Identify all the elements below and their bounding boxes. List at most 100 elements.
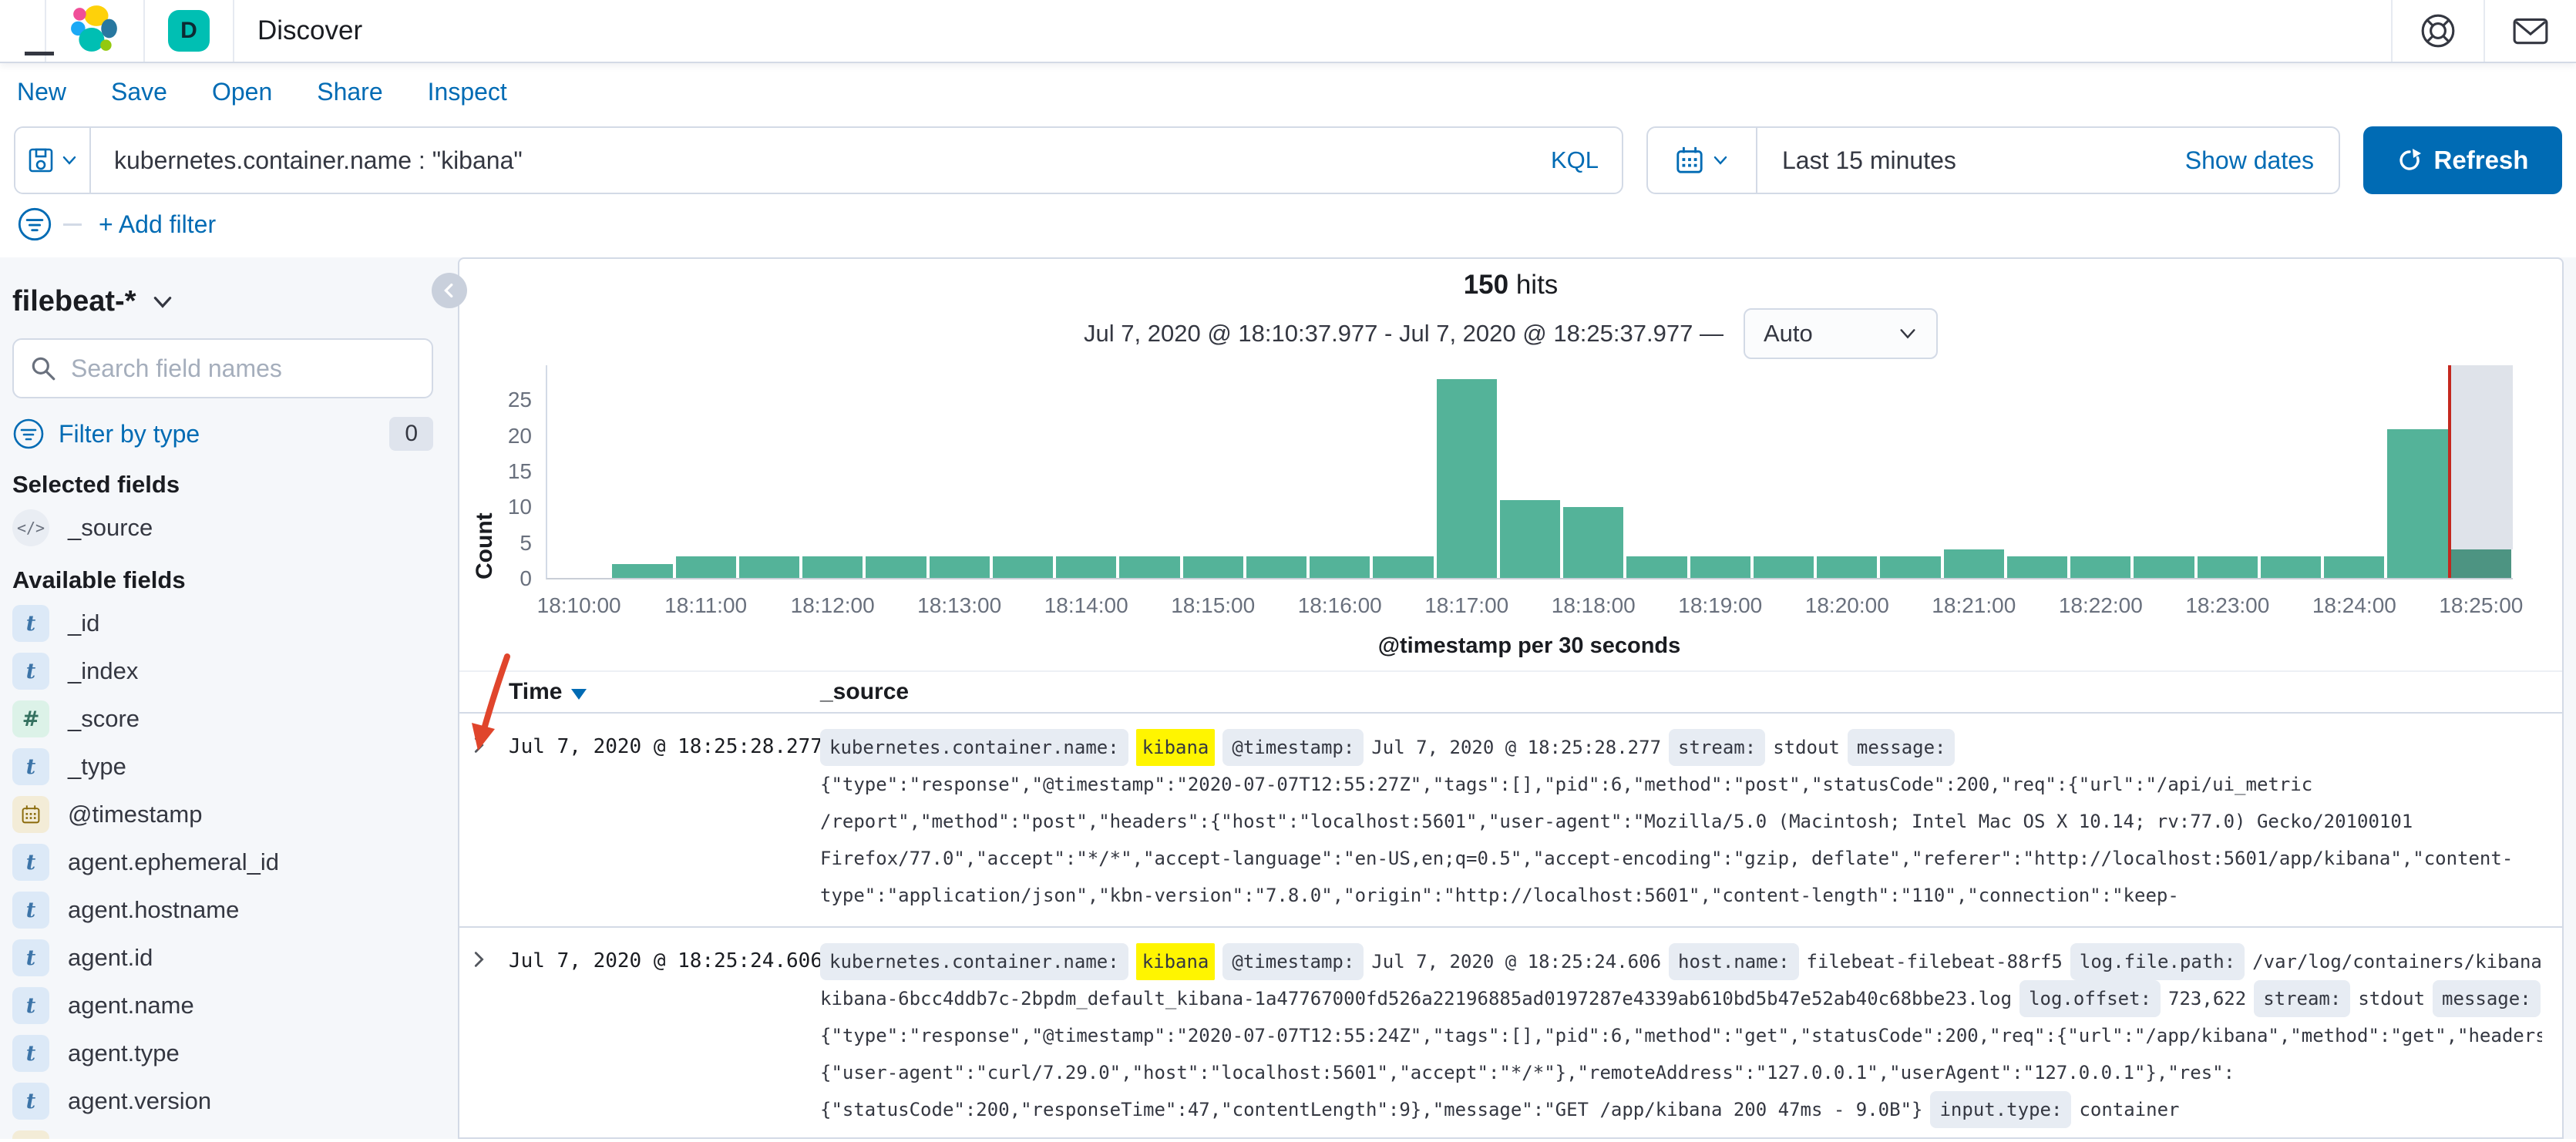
histogram-bar-18:20:30[interactable]	[1878, 556, 1942, 578]
source-text: {"statusCode":200,"responseTime":47,"con…	[820, 1099, 1923, 1120]
string-type-icon: t	[12, 939, 49, 976]
space-avatar[interactable]: D	[168, 10, 210, 52]
histogram-bar-18:15:00[interactable]	[1181, 556, 1245, 578]
expand-row-button[interactable]	[459, 943, 509, 1128]
doc-timestamp: Jul 7, 2020 @ 18:25:24.606	[509, 949, 822, 972]
search-query-input[interactable]: kubernetes.container.name : "kibana"	[114, 146, 523, 174]
histogram-bar-18:15:30[interactable]	[1244, 556, 1309, 578]
x-tick-label: 18:11:00	[664, 593, 748, 617]
saved-query-menu-button[interactable]	[15, 128, 91, 193]
nav-link-save[interactable]: Save	[111, 77, 167, 106]
refresh-button[interactable]: Refresh	[2363, 126, 2562, 194]
histogram-bar-18:16:00[interactable]	[1308, 556, 1372, 578]
histogram-bar-18:24:30[interactable]	[2386, 428, 2450, 578]
chevron-right-icon	[474, 952, 484, 967]
histogram-bar-18:25:00[interactable]	[2449, 549, 2513, 578]
histogram-bar-18:12:00[interactable]	[801, 556, 865, 578]
mail-icon[interactable]	[2485, 0, 2576, 62]
x-tick-label: 18:17:00	[1424, 593, 1509, 617]
interval-select[interactable]: Auto	[1743, 308, 1938, 359]
field-name: _id	[68, 610, 100, 636]
histogram-bar-18:13:30[interactable]	[990, 556, 1055, 578]
nav-link-share[interactable]: Share	[317, 77, 383, 106]
nav-link-new[interactable]: New	[17, 77, 67, 106]
field-search-input[interactable]	[69, 353, 416, 384]
histogram-bar-18:21:00[interactable]	[1942, 549, 2006, 578]
histogram-bar-18:20:00[interactable]	[1815, 556, 1879, 578]
expand-row-button[interactable]	[459, 729, 509, 914]
histogram-bar-18:22:30[interactable]	[2132, 556, 2196, 578]
source-text: {"type":"response","@timestamp":"2020-07…	[820, 774, 2313, 795]
histogram-bar-18:14:30[interactable]	[1118, 556, 1182, 578]
field-item-agent.ephemeral_id[interactable]: t agent.ephemeral_id	[12, 844, 433, 881]
query-language-button[interactable]: KQL	[1550, 146, 1599, 173]
field-name: _type	[68, 753, 126, 780]
field-item-agent.id[interactable]: t agent.id	[12, 939, 433, 976]
field-item-agent.hostname[interactable]: t agent.hostname	[12, 892, 433, 929]
histogram-bar-18:18:30[interactable]	[1625, 556, 1689, 578]
date-type-icon	[12, 796, 49, 833]
hits-count: 150	[1463, 270, 1509, 300]
date-picker: Last 15 minutes Show dates	[1646, 126, 2340, 194]
field-name-badge: log.file.path:	[2070, 943, 2245, 980]
histogram-bar-18:13:00[interactable]	[927, 556, 991, 578]
help-icon[interactable]	[2393, 0, 2484, 62]
fields-sidebar: filebeat-* Filter by type 0 Selected fie…	[0, 257, 456, 1139]
nav-link-open[interactable]: Open	[211, 77, 273, 106]
histogram-bar-18:11:00[interactable]	[674, 556, 738, 578]
field-name: aws.cloudtrail.user_identity.s...	[68, 1135, 392, 1139]
histogram-bar-18:17:00[interactable]	[1434, 379, 1498, 578]
divider	[233, 0, 234, 62]
histogram-bar-18:11:30[interactable]	[737, 556, 802, 578]
histogram-bar-18:23:00[interactable]	[2195, 556, 2259, 578]
y-tick-label: 25	[507, 388, 532, 412]
field-item-_type[interactable]: t _type	[12, 748, 433, 785]
histogram-bar-18:18:00[interactable]	[1562, 507, 1626, 578]
string-type-icon: t	[12, 844, 49, 881]
histogram-bar-18:12:30[interactable]	[864, 556, 928, 578]
field-item-@timestamp[interactable]: @timestamp	[12, 796, 433, 833]
field-name: @timestamp	[68, 801, 203, 828]
chevron-down-icon	[1713, 156, 1727, 165]
filter-icon[interactable]	[17, 207, 52, 242]
field-item-agent.type[interactable]: t agent.type	[12, 1035, 433, 1072]
divider	[63, 223, 82, 226]
elastic-logo-icon[interactable]	[69, 4, 120, 59]
histogram-bar-18:19:00[interactable]	[1688, 556, 1752, 578]
x-tick-label: 18:13:00	[917, 593, 1002, 617]
histogram-bar-18:24:00[interactable]	[2322, 556, 2386, 578]
query-input-box: kubernetes.container.name : "kibana" KQL	[14, 126, 1623, 194]
refresh-icon	[2399, 149, 2421, 170]
time-range-display[interactable]: Last 15 minutes	[1782, 146, 1956, 174]
date-quick-select-button[interactable]	[1648, 128, 1757, 193]
field-item-aws.cloudtrail.user_identity.s...[interactable]: aws.cloudtrail.user_identity.s...	[12, 1130, 433, 1139]
highlighted-term: kibana	[1135, 943, 1216, 980]
histogram-bar-18:10:30[interactable]	[610, 563, 674, 578]
histogram-bar-18:14:00[interactable]	[1054, 556, 1118, 578]
histogram-bar-18:16:30[interactable]	[1371, 556, 1435, 578]
index-pattern-selector[interactable]: filebeat-*	[12, 285, 433, 318]
field-item-agent.name[interactable]: t agent.name	[12, 987, 433, 1024]
field-item-_source[interactable]: </> _source	[12, 509, 433, 546]
time-column-header[interactable]: Time	[509, 679, 820, 705]
collapse-sidebar-button[interactable]	[432, 273, 467, 308]
source-type-icon: </>	[12, 509, 49, 546]
filter-by-type-button[interactable]: Filter by type	[59, 419, 200, 448]
histogram-bar-18:23:30[interactable]	[2258, 556, 2323, 578]
histogram-bar-18:21:30[interactable]	[2005, 556, 2070, 578]
show-dates-button[interactable]: Show dates	[2184, 146, 2314, 174]
add-filter-button[interactable]: + Add filter	[99, 210, 217, 238]
chevron-down-icon	[154, 296, 172, 308]
field-item-_score[interactable]: # _score	[12, 700, 433, 737]
histogram-bar-18:17:30[interactable]	[1498, 499, 1562, 578]
divider	[45, 0, 46, 62]
field-item-_id[interactable]: t _id	[12, 605, 433, 642]
doc-source: kubernetes.container.name: kibana @timesta…	[820, 943, 2542, 1128]
nav-link-inspect[interactable]: Inspect	[427, 77, 507, 106]
field-item-agent.version[interactable]: t agent.version	[12, 1083, 433, 1120]
source-text: {"user-agent":"curl/7.29.0","host":"loca…	[820, 1062, 2235, 1083]
highlighted-term: kibana	[1135, 729, 1216, 766]
histogram-bar-18:22:00[interactable]	[2069, 556, 2133, 578]
field-item-_index[interactable]: t _index	[12, 653, 433, 690]
histogram-bar-18:19:30[interactable]	[1751, 556, 1816, 578]
